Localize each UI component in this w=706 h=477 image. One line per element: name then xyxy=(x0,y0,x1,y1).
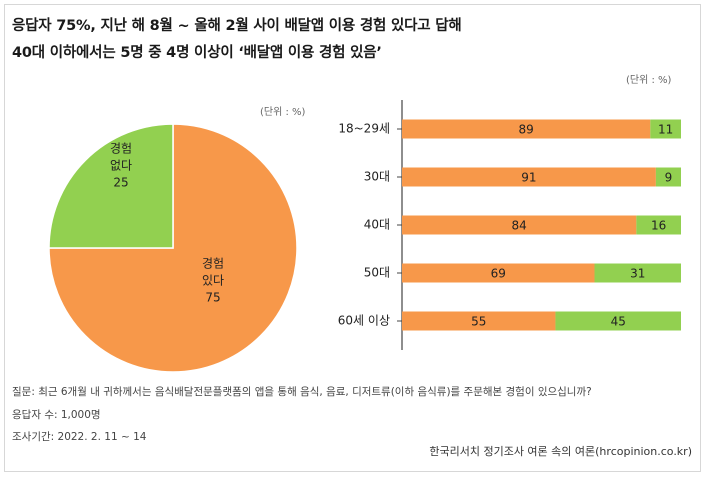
footer-source: 한국리서치 정기조사 여론 속의 여론(hrcopinion.co.kr) xyxy=(429,445,692,458)
bar-segment-1-1 xyxy=(655,167,681,187)
bar-value-label-0-3: 69 xyxy=(491,267,506,281)
category-label-3: 50대 xyxy=(364,266,390,280)
bar-segment-0-1 xyxy=(402,167,656,187)
title-line-1: 응답자 75%, 지난 해 8월 ~ 올해 2월 사이 배달앱 이용 경험 있다… xyxy=(12,18,462,34)
category-label-4: 60세 이상 xyxy=(338,314,390,328)
pie-slice-label-0-0: 경험 xyxy=(202,257,224,271)
category-label-1: 30대 xyxy=(364,170,390,184)
bar-unit-label: (단위 : %) xyxy=(626,75,672,86)
pie-slice-label-0-1: 있다 xyxy=(202,274,224,288)
category-label-0: 18~29세 xyxy=(338,122,390,136)
bar-value-label-1-1: 9 xyxy=(665,171,673,185)
pie-slice-value-0: 75 xyxy=(205,291,220,305)
bar-segment-0-2 xyxy=(402,215,637,235)
bar-segment-0-0 xyxy=(402,119,651,139)
bar-value-label-1-3: 31 xyxy=(630,267,645,281)
bar-segment-0-3 xyxy=(402,263,595,283)
pie-unit-label: (단위 : %) xyxy=(260,107,306,118)
bar-segment-1-2 xyxy=(636,215,681,235)
bar-value-label-1-0: 11 xyxy=(658,123,673,137)
bar-value-label-0-4: 55 xyxy=(471,315,486,329)
bar-segment-0-4 xyxy=(402,311,556,331)
bar-value-label-0-0: 89 xyxy=(519,123,534,137)
bar-value-label-0-2: 84 xyxy=(512,219,527,233)
title-line-2: 40대 이하에서는 5명 중 4명 이상이 ‘배달앱 이용 경험 있음’ xyxy=(12,45,382,61)
pie-slice-label-1-0: 경험 xyxy=(110,142,132,156)
bar-segment-1-4 xyxy=(555,311,681,331)
footer-period: 조사기간: 2022. 2. 11 ~ 14 xyxy=(12,431,147,443)
pie-slice-1 xyxy=(48,123,174,249)
pie-slice-label-1-1: 없다 xyxy=(110,159,132,173)
bar-segment-1-0 xyxy=(650,119,681,139)
category-label-2: 40대 xyxy=(364,218,390,232)
footer-question: 질문: 최근 6개월 내 귀하께서는 음식배달전문플랫폼의 앱을 통해 음식, … xyxy=(12,386,592,398)
footer-respondents: 응답자 수: 1,000명 xyxy=(12,409,101,421)
pie-slice-value-1: 25 xyxy=(113,176,128,190)
bar-value-label-0-1: 91 xyxy=(521,171,536,185)
bar-segment-1-3 xyxy=(594,263,681,283)
bar-value-label-1-4: 45 xyxy=(611,315,626,329)
bar-value-label-1-2: 16 xyxy=(651,219,666,233)
